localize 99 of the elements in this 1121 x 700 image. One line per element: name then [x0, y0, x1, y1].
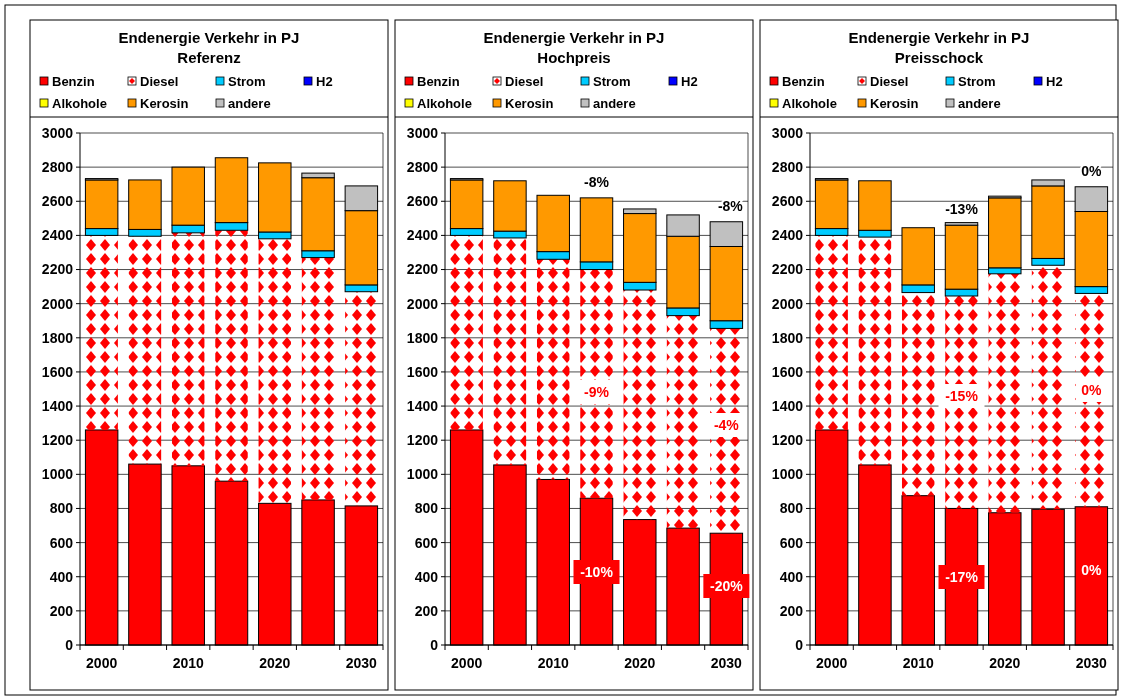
legend-label: Alkohole	[782, 96, 837, 111]
chart-subtitle: Preisschock	[894, 49, 984, 66]
y-tick-label: 1400	[406, 397, 439, 414]
annotation: 0%	[1081, 561, 1103, 578]
y-tick-label: 2600	[406, 193, 439, 210]
y-tick-label: 600	[49, 534, 74, 551]
y-tick-label: 800	[414, 500, 439, 517]
y-tick-label: 3000	[406, 124, 439, 141]
y-tick-label: 600	[779, 534, 804, 551]
y-tick-label: 400	[49, 568, 74, 585]
legend-label: Strom	[228, 74, 266, 89]
y-tick-label: 1800	[406, 329, 439, 346]
y-tick-label: 1400	[771, 397, 804, 414]
x-tick-label: 2020	[624, 655, 656, 671]
chart-subtitle: Referenz	[177, 49, 241, 66]
y-tick-label: 400	[779, 568, 804, 585]
y-tick-label: 2400	[41, 227, 74, 244]
y-tick-label: 1800	[41, 329, 74, 346]
legend-label: Benzin	[417, 74, 460, 89]
x-tick-label: 2030	[1075, 655, 1108, 671]
y-tick-label: 1200	[771, 432, 804, 449]
y-tick-label: 400	[414, 568, 439, 585]
y-tick-label: 1800	[771, 329, 804, 346]
y-tick-label: 2800	[406, 159, 439, 176]
y-tick-label: 1600	[41, 363, 74, 380]
x-tick-label: 2030	[345, 655, 378, 671]
y-tick-label: 200	[779, 602, 804, 619]
legend-label: Benzin	[782, 74, 825, 89]
y-tick-label: 200	[414, 602, 439, 619]
y-tick-label: 1000	[771, 466, 804, 483]
chart-title: Endenergie Verkehr in PJ	[118, 29, 300, 46]
y-tick-label: 3000	[771, 124, 804, 141]
annotation: -20%	[710, 577, 744, 594]
x-tick-label: 2010	[172, 655, 204, 671]
y-tick-label: 600	[414, 534, 439, 551]
annotation: -4%	[713, 416, 740, 433]
y-tick-label: 1600	[771, 363, 804, 380]
y-tick-label: 1400	[41, 397, 74, 414]
y-tick-label: 2800	[771, 159, 804, 176]
y-tick-label: 1600	[406, 363, 439, 380]
legend-label: Alkohole	[417, 96, 472, 111]
y-tick-label: 1200	[41, 432, 74, 449]
y-tick-label: 1000	[41, 466, 74, 483]
y-tick-label: 2200	[41, 261, 74, 278]
annotation: -8%	[584, 173, 610, 190]
annotation: -17%	[945, 568, 979, 585]
annotation: -15%	[945, 387, 979, 404]
legend-label: Alkohole	[52, 96, 107, 111]
legend-label: Diesel	[505, 74, 544, 89]
y-tick-label: 0	[65, 636, 74, 653]
y-tick-label: 2000	[771, 295, 804, 312]
y-tick-label: 1000	[406, 466, 439, 483]
y-tick-label: 800	[49, 500, 74, 517]
y-tick-label: 2800	[41, 159, 74, 176]
legend-label: H2	[1046, 74, 1063, 89]
x-tick-label: 2010	[902, 655, 934, 671]
x-tick-label: 2030	[710, 655, 743, 671]
chart-subtitle: Hochpreis	[537, 49, 611, 66]
legend-label: Diesel	[140, 74, 179, 89]
legend-label: Strom	[958, 74, 996, 89]
legend-label: Kerosin	[870, 96, 919, 111]
y-tick-label: 2200	[406, 261, 439, 278]
y-tick-label: 2000	[41, 295, 74, 312]
y-tick-label: 2600	[771, 193, 804, 210]
legend-label: H2	[681, 74, 698, 89]
x-tick-label: 2010	[537, 655, 569, 671]
legend-label: Diesel	[870, 74, 909, 89]
legend-label: andere	[593, 96, 636, 111]
y-tick-label: 0	[430, 636, 439, 653]
annotation: -10%	[580, 563, 614, 580]
legend-label: Kerosin	[140, 96, 189, 111]
chart-title: Endenergie Verkehr in PJ	[483, 29, 665, 46]
annotation: 0%	[1081, 381, 1103, 398]
x-tick-label: 2000	[451, 655, 483, 671]
y-tick-label: 3000	[41, 124, 74, 141]
y-tick-label: 2200	[771, 261, 804, 278]
x-tick-label: 2000	[816, 655, 848, 671]
annotation: -13%	[945, 200, 979, 217]
y-tick-label: 2600	[41, 193, 74, 210]
y-tick-label: 2400	[771, 227, 804, 244]
y-tick-label: 1200	[406, 432, 439, 449]
legend-label: H2	[316, 74, 333, 89]
legend-label: andere	[228, 96, 271, 111]
x-tick-label: 2020	[989, 655, 1021, 671]
y-tick-label: 0	[795, 636, 804, 653]
y-tick-label: 2000	[406, 295, 439, 312]
x-tick-label: 2020	[259, 655, 291, 671]
y-tick-label: 200	[49, 602, 74, 619]
annotation: -9%	[584, 383, 610, 400]
legend-label: andere	[958, 96, 1001, 111]
y-tick-label: 800	[779, 500, 804, 517]
annotation: 0%	[1081, 162, 1103, 179]
annotation: -8%	[717, 197, 744, 214]
x-tick-label: 2000	[86, 655, 118, 671]
legend-label: Strom	[593, 74, 631, 89]
chart-title: Endenergie Verkehr in PJ	[848, 29, 1030, 46]
y-tick-label: 2400	[406, 227, 439, 244]
legend-label: Kerosin	[505, 96, 554, 111]
legend-label: Benzin	[52, 74, 95, 89]
